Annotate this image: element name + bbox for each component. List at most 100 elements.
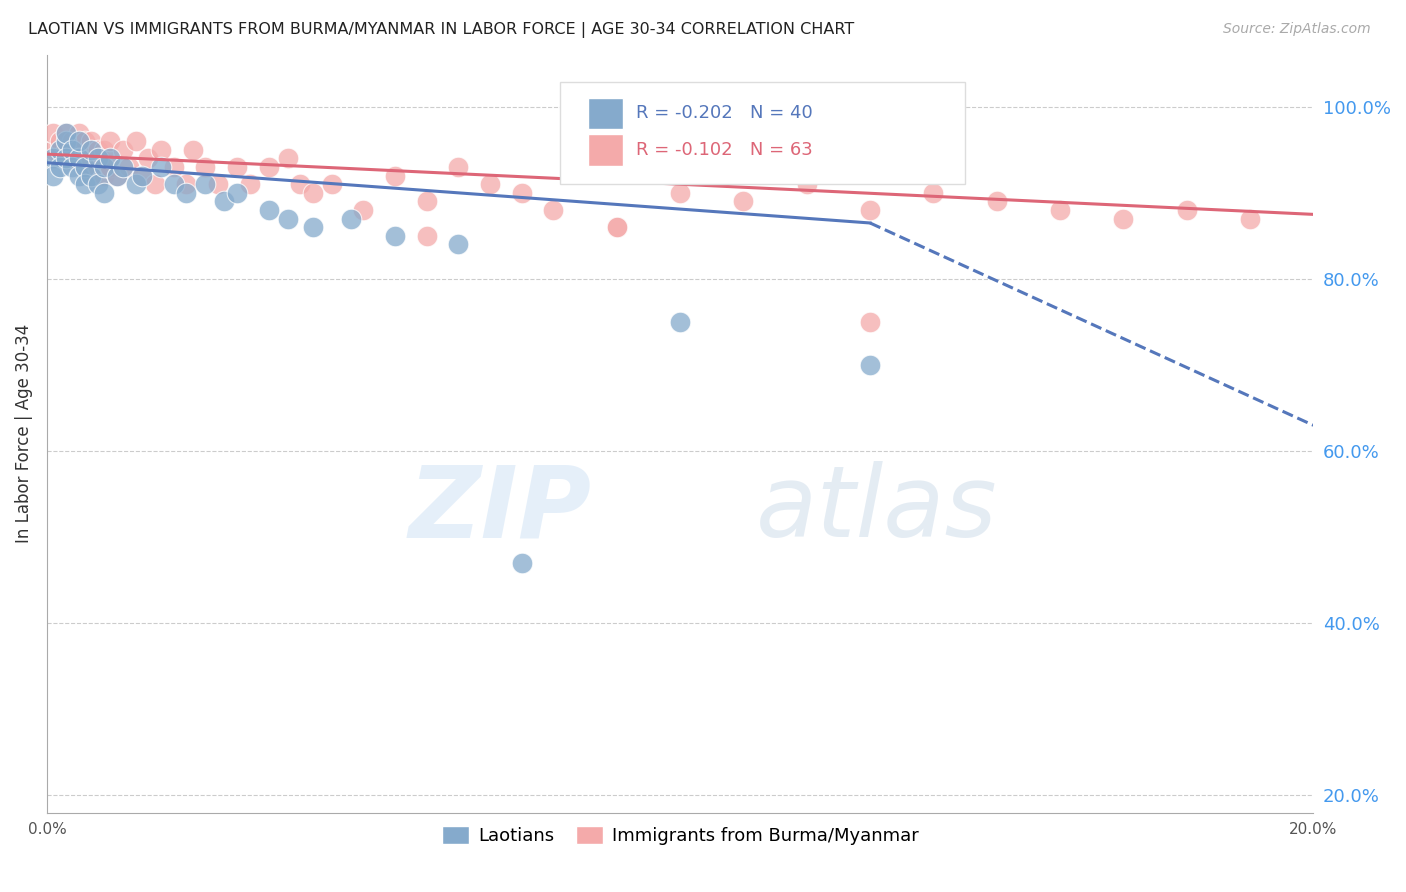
Point — [48, 160, 70, 174]
Point — [606, 220, 628, 235]
Point — [60, 160, 83, 174]
Point — [1112, 211, 1135, 226]
Point — [48, 134, 70, 148]
Point — [67, 134, 90, 148]
Point — [733, 194, 755, 209]
Point — [194, 160, 217, 174]
Point — [42, 169, 65, 183]
Point — [447, 160, 470, 174]
Point — [131, 169, 153, 183]
Point — [174, 178, 197, 192]
Point — [111, 143, 134, 157]
Point — [67, 152, 90, 166]
Point — [162, 178, 184, 192]
Point — [143, 178, 166, 192]
Point — [55, 126, 77, 140]
Text: LAOTIAN VS IMMIGRANTS FROM BURMA/MYANMAR IN LABOR FORCE | AGE 30-34 CORRELATION : LAOTIAN VS IMMIGRANTS FROM BURMA/MYANMAR… — [28, 22, 855, 38]
Point — [479, 178, 502, 192]
Point — [225, 160, 247, 174]
Text: atlas: atlas — [756, 461, 998, 558]
FancyBboxPatch shape — [588, 134, 623, 166]
Point — [922, 186, 945, 200]
Point — [669, 315, 692, 329]
Point — [149, 160, 172, 174]
Point — [67, 169, 90, 183]
Point — [55, 134, 77, 148]
Point — [86, 152, 108, 166]
Point — [98, 160, 121, 174]
Point — [93, 186, 115, 200]
Point — [42, 152, 65, 166]
Point — [301, 186, 323, 200]
Point — [55, 126, 77, 140]
Point — [510, 556, 533, 570]
Point — [669, 186, 692, 200]
Point — [288, 178, 311, 192]
Point — [86, 143, 108, 157]
Point — [98, 134, 121, 148]
Point — [859, 315, 882, 329]
Point — [60, 143, 83, 157]
Point — [60, 152, 83, 166]
Point — [73, 160, 96, 174]
Point — [1239, 211, 1261, 226]
Text: R = -0.202   N = 40: R = -0.202 N = 40 — [636, 104, 813, 122]
Point — [416, 228, 439, 243]
Text: R = -0.102   N = 63: R = -0.102 N = 63 — [636, 141, 813, 159]
Point — [42, 143, 65, 157]
Point — [118, 160, 141, 174]
Point — [48, 143, 70, 157]
Point — [86, 178, 108, 192]
Point — [67, 126, 90, 140]
Point — [276, 152, 298, 166]
Point — [162, 160, 184, 174]
Point — [447, 237, 470, 252]
Point — [124, 134, 146, 148]
Point — [93, 169, 115, 183]
Point — [48, 143, 70, 157]
Point — [60, 134, 83, 148]
Point — [131, 169, 153, 183]
FancyBboxPatch shape — [588, 97, 623, 129]
Point — [149, 143, 172, 157]
Point — [796, 178, 818, 192]
Point — [80, 134, 103, 148]
Point — [111, 160, 134, 174]
Point — [93, 160, 115, 174]
Text: Source: ZipAtlas.com: Source: ZipAtlas.com — [1223, 22, 1371, 37]
Y-axis label: In Labor Force | Age 30-34: In Labor Force | Age 30-34 — [15, 324, 32, 543]
Point — [73, 160, 96, 174]
Point — [73, 178, 96, 192]
Point — [80, 169, 103, 183]
Point — [105, 169, 128, 183]
Point — [194, 178, 217, 192]
Point — [105, 169, 128, 183]
Point — [225, 186, 247, 200]
Point — [238, 178, 260, 192]
Point — [80, 152, 103, 166]
Point — [80, 143, 103, 157]
Point — [859, 203, 882, 218]
Point — [986, 194, 1008, 209]
Point — [212, 194, 235, 209]
Point — [384, 228, 406, 243]
Point — [67, 134, 90, 148]
Point — [543, 203, 565, 218]
Point — [416, 194, 439, 209]
Point — [257, 160, 280, 174]
Point — [384, 169, 406, 183]
Point — [124, 178, 146, 192]
Text: ZIP: ZIP — [408, 461, 592, 558]
Point — [55, 143, 77, 157]
Point — [55, 152, 77, 166]
Point — [86, 160, 108, 174]
Point — [510, 186, 533, 200]
Point — [98, 152, 121, 166]
Point — [257, 203, 280, 218]
Point — [174, 186, 197, 200]
Point — [181, 143, 204, 157]
Point — [42, 126, 65, 140]
FancyBboxPatch shape — [560, 82, 965, 184]
Legend: Laotians, Immigrants from Burma/Myanmar: Laotians, Immigrants from Burma/Myanmar — [441, 826, 918, 846]
Point — [67, 152, 90, 166]
